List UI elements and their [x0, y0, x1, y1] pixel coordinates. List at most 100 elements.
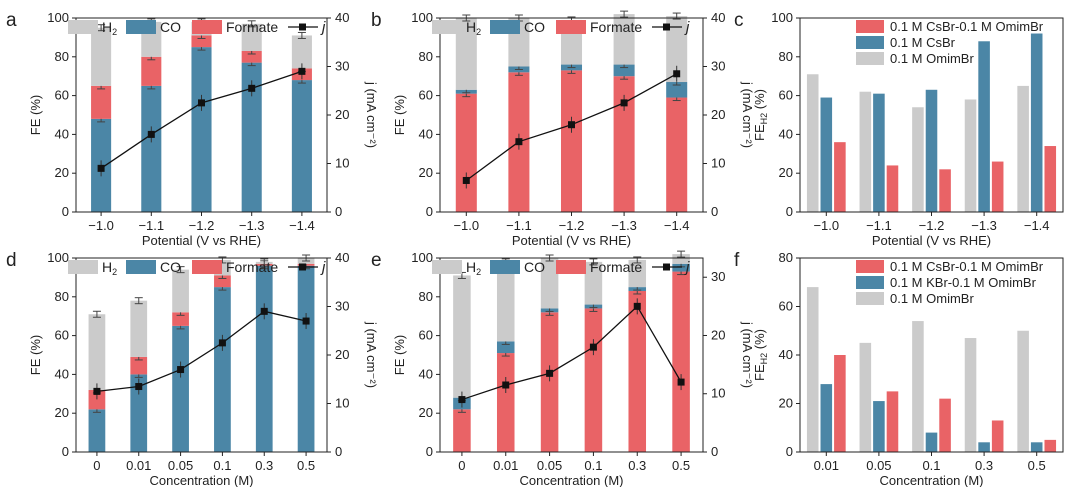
- bar-h2: [241, 23, 262, 51]
- j-point: [147, 130, 155, 138]
- legend-label-formate: Formate: [226, 19, 278, 35]
- legend-label: 0.1 M KBr-0.1 M OmimBr: [890, 275, 1037, 290]
- legend-swatch: [856, 36, 884, 49]
- legend-label-h2: H2: [102, 19, 117, 37]
- x-tick-label: 0.1: [584, 458, 602, 473]
- y-axis-label: FE (%): [28, 95, 43, 135]
- bar-formate: [628, 290, 647, 452]
- bar-group: [806, 287, 819, 452]
- x-axis-label: Concentration (M): [879, 473, 983, 487]
- legend-label-j: j: [320, 19, 326, 36]
- bar-h2: [172, 269, 189, 313]
- y-tick-label: 40: [779, 347, 793, 362]
- legend-label-formate: Formate: [590, 259, 642, 275]
- legend-label: 0.1 M OmimBr: [890, 51, 974, 66]
- j-point: [135, 383, 143, 391]
- y-tick-label: 80: [419, 289, 433, 304]
- bar-h2: [628, 259, 647, 288]
- j-point: [673, 70, 681, 78]
- panel-label: b: [371, 10, 382, 31]
- y2-axis-label: j (mA cm⁻²): [740, 81, 755, 148]
- legend-swatch: [856, 292, 884, 305]
- y-tick-label: 100: [47, 10, 69, 25]
- y2-tick-label: 20: [335, 347, 349, 362]
- y-tick-label: 0: [62, 204, 69, 219]
- j-point: [458, 396, 466, 404]
- y2-tick-label: 30: [335, 59, 349, 74]
- y-tick-label: 80: [55, 289, 69, 304]
- y2-tick-label: 30: [711, 269, 725, 284]
- bar-formate: [455, 93, 477, 212]
- bar-group: [964, 99, 977, 212]
- bar-h2: [130, 300, 148, 357]
- y-tick-label: 100: [411, 10, 433, 25]
- bar-formate: [613, 76, 635, 212]
- legend-swatch-h2: [432, 20, 462, 34]
- bar-h2: [88, 314, 106, 390]
- bar-formate: [540, 312, 559, 452]
- y-tick-label: 100: [47, 250, 69, 265]
- j-point: [568, 121, 575, 129]
- y-axis-label: FE (%): [392, 335, 407, 375]
- j-point: [298, 67, 306, 75]
- bar-co: [141, 85, 162, 212]
- bar-formate: [666, 97, 688, 212]
- y-tick-label: 40: [419, 366, 433, 381]
- bar-group: [873, 93, 885, 212]
- legend-swatch-h2: [68, 20, 98, 34]
- j-point: [198, 99, 205, 107]
- bar-co: [214, 287, 231, 452]
- bar-group: [912, 107, 924, 212]
- bar-formate: [584, 308, 603, 452]
- bar-co: [255, 265, 273, 452]
- x-tick-label: 0.5: [672, 458, 690, 473]
- y-tick-label: 20: [779, 396, 793, 411]
- bar-group: [912, 321, 924, 452]
- legend-label: 0.1 M OmimBr: [890, 291, 974, 306]
- bar-co: [172, 325, 189, 452]
- j-point: [302, 317, 310, 325]
- panel-c: c 0 20 40 60 80 100 −1.0 −1.1 −1.2 −1.3 −1.4 Potenti…: [734, 10, 1064, 248]
- x-axis-label: Potential (V vs RHE): [512, 233, 631, 248]
- j-point: [633, 302, 641, 310]
- legend-marker-j: [299, 263, 306, 271]
- y-tick-label: 40: [55, 126, 69, 141]
- y2-tick-label: 20: [335, 107, 349, 122]
- x-tick-label: 0.1: [922, 458, 940, 473]
- y-tick-label: 20: [779, 165, 793, 180]
- bar-group: [925, 89, 938, 212]
- legend-swatch: [856, 20, 884, 33]
- legend-label-co: CO: [524, 19, 545, 35]
- legend-label-j: j: [320, 259, 326, 276]
- y-tick-label: 20: [55, 165, 69, 180]
- j-point: [260, 307, 268, 315]
- j-line: [96, 310, 307, 393]
- bar-group: [806, 74, 819, 212]
- bar-h2: [672, 254, 690, 264]
- bar-formate: [130, 356, 148, 375]
- panel-label: a: [6, 10, 17, 31]
- x-axis-label: Potential (V vs RHE): [872, 233, 991, 248]
- x-tick-label: −1.0: [88, 218, 114, 233]
- legend-marker-j: [663, 263, 670, 271]
- bar-formate: [560, 70, 583, 212]
- bar-group: [834, 355, 846, 452]
- x-tick-label: 0.05: [537, 458, 562, 473]
- legend-swatch-h2: [68, 260, 98, 274]
- x-tick-label: −1.1: [138, 218, 164, 233]
- panel-label: c: [734, 10, 744, 31]
- x-tick-label: 0.5: [297, 458, 315, 473]
- y-tick-label: 0: [426, 204, 433, 219]
- x-tick-label: −1.2: [559, 218, 585, 233]
- y-tick-label: 100: [411, 250, 433, 265]
- bar-group: [964, 338, 977, 452]
- y2-axis-label: j (mA cm⁻²): [364, 321, 379, 388]
- y-tick-label: 20: [55, 405, 69, 420]
- y-tick-label: 0: [62, 444, 69, 459]
- panel-label: f: [734, 250, 740, 271]
- bar-h2: [453, 275, 471, 398]
- plot-frame: [75, 257, 328, 453]
- bar-h2: [91, 27, 112, 86]
